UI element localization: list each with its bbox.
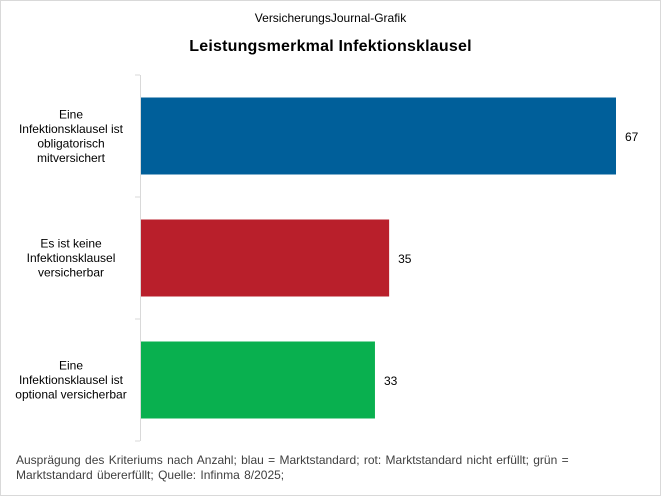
category-label-line: optional versicherbar — [15, 388, 126, 402]
bar — [141, 219, 390, 297]
bar — [141, 97, 616, 175]
category-label: Es ist keineInfektionsklauselversicherba… — [27, 237, 116, 280]
chart-title: Leistungsmerkmal Infektionsklausel — [189, 38, 472, 55]
category-label-line: mitversichert — [37, 151, 106, 165]
category-label-line: Infektionsklausel ist — [19, 122, 124, 136]
chart-supertitle: VersicherungsJournal-Grafik — [254, 11, 407, 25]
chart-footnote: Ausprägung des Kriteriums nach Anzahl; b… — [16, 453, 569, 482]
category-label-line: obligatorisch — [37, 136, 104, 150]
bar — [141, 341, 375, 419]
category-label-line: versicherbar — [38, 266, 104, 280]
data-label: 35 — [398, 252, 412, 266]
data-label: 33 — [384, 374, 398, 388]
category-label-line: Eine — [59, 107, 83, 121]
category-label-line: Eine — [59, 359, 83, 373]
category-label-line: Infektionsklausel ist — [19, 373, 124, 387]
category-label-line: Infektionsklausel — [27, 251, 116, 265]
category-label-line: Es ist keine — [40, 237, 102, 251]
data-label: 67 — [625, 130, 639, 144]
